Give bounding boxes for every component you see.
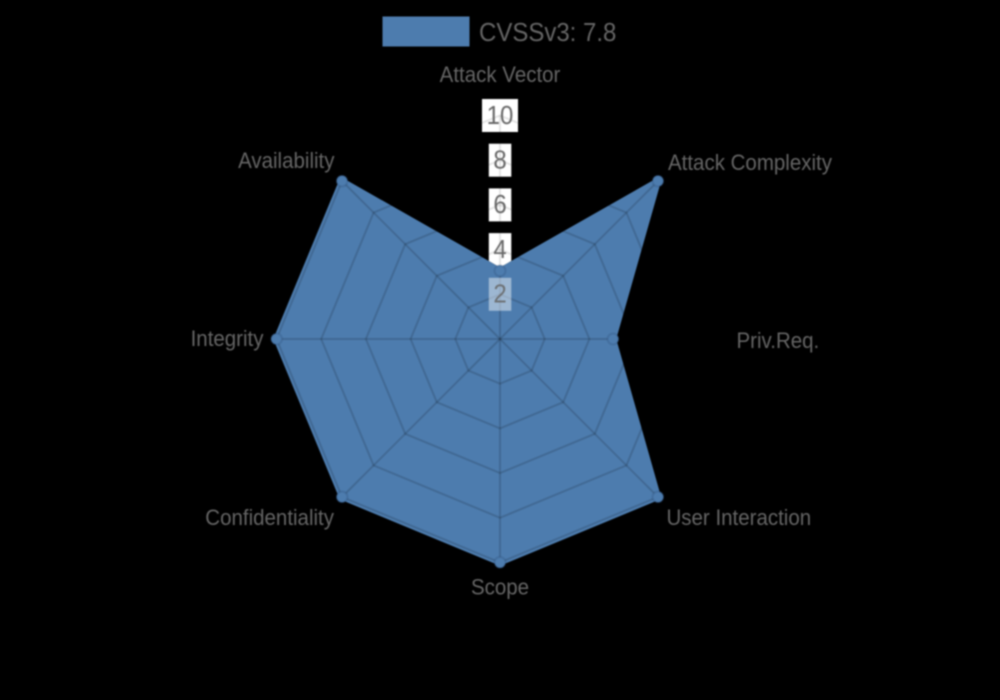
svg-text:Scope: Scope <box>471 576 529 600</box>
svg-text:2: 2 <box>493 281 506 309</box>
svg-text:Integrity: Integrity <box>191 327 264 351</box>
svg-text:8: 8 <box>493 147 506 175</box>
svg-text:CVSSv3: 7.8: CVSSv3: 7.8 <box>479 19 616 47</box>
svg-text:Attack Complexity: Attack Complexity <box>668 151 832 175</box>
svg-text:6: 6 <box>493 192 506 220</box>
svg-text:User Interaction: User Interaction <box>667 506 812 530</box>
svg-text:Attack Vector: Attack Vector <box>440 63 561 87</box>
svg-text:10: 10 <box>487 102 514 130</box>
svg-text:Priv.Req.: Priv.Req. <box>737 329 820 353</box>
svg-text:Confidentiality: Confidentiality <box>205 506 334 530</box>
svg-text:Availability: Availability <box>238 149 335 173</box>
svg-text:4: 4 <box>493 236 507 264</box>
